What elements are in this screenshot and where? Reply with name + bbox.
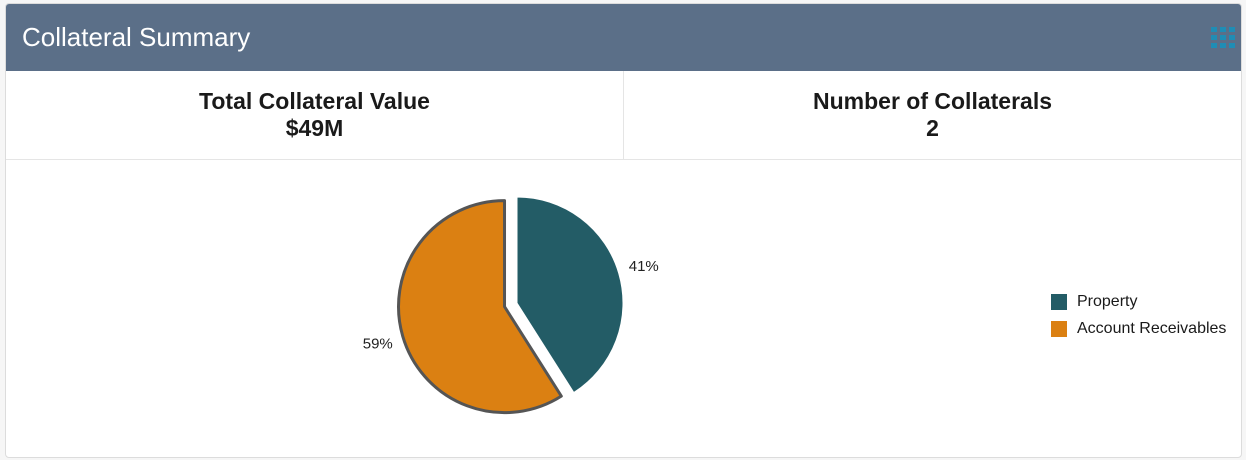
- legend-label-property: Property: [1077, 292, 1138, 310]
- legend-swatch-account-receivables: [1051, 320, 1067, 337]
- pie-slice-account-receivables[interactable]: [397, 199, 563, 415]
- legend-item-account-receivables[interactable]: Account Receivables: [1051, 315, 1226, 342]
- total-collateral-value: Total Collateral Value $49M: [6, 71, 623, 159]
- pie-label-property: 41%: [629, 258, 659, 275]
- card-header: Collateral Summary: [6, 4, 1241, 71]
- legend-item-property[interactable]: Property: [1051, 288, 1226, 315]
- pie-label-account-receivables: 59%: [363, 335, 393, 352]
- summary-row: Total Collateral Value $49M Number of Co…: [6, 71, 1241, 160]
- total-collateral-label: Total Collateral Value: [199, 88, 430, 114]
- collateral-summary-card: Collateral Summary Total Collateral Valu…: [5, 3, 1242, 458]
- grid-menu-icon[interactable]: [1211, 26, 1235, 50]
- chart-legend: Property Account Receivables: [1051, 288, 1226, 342]
- collateral-count-label: Number of Collaterals: [813, 88, 1052, 114]
- pie-chart-svg: 41% 59%: [363, 196, 659, 415]
- collateral-count-value: 2: [926, 115, 939, 141]
- card-title: Collateral Summary: [22, 22, 251, 52]
- legend-swatch-property: [1051, 293, 1067, 310]
- pie-slice-property[interactable]: [516, 196, 624, 394]
- collateral-pie-chart: 41% 59% Property Account Receivables: [6, 160, 1241, 457]
- legend-label-account-receivables: Account Receivables: [1077, 319, 1227, 337]
- total-collateral-amount: $49M: [285, 115, 344, 141]
- number-of-collaterals: Number of Collaterals 2: [623, 71, 1241, 159]
